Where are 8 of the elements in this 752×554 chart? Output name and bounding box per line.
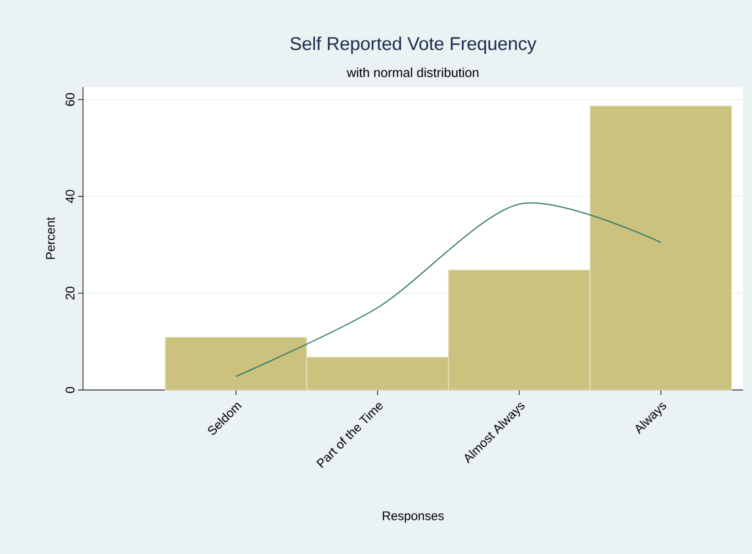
y-axis-title: Percent [46, 217, 55, 259]
y-tick-label: 20 [66, 286, 74, 300]
y-tick-label: 60 [66, 93, 74, 106]
y-tick-label: 40 [66, 190, 74, 204]
chart-title: Self Reported Vote Frequency [290, 36, 536, 54]
y-tick-label: 0 [66, 387, 74, 393]
chart-subtitle: with normal distribution [346, 68, 478, 78]
x-axis-title: Responses [382, 512, 444, 523]
